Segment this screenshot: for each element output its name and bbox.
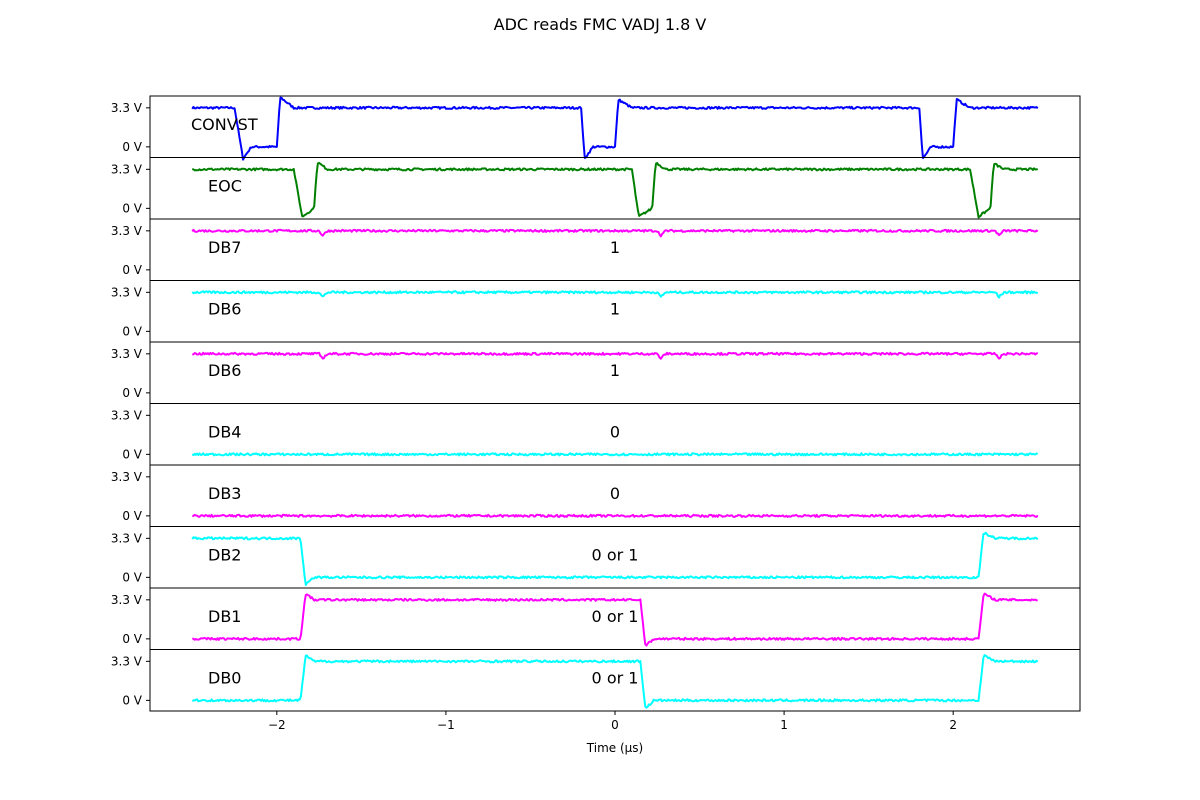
panel-db6-4: 0 V 3.3 V DB6 1 (111, 341, 1081, 404)
y-tick-label: 3.3 V (111, 285, 143, 299)
channel-label: DB3 (208, 484, 241, 503)
y-tick-label: 3.3 V (111, 101, 143, 115)
y-tick-label: 3.3 V (111, 224, 143, 238)
channel-state-note: 0 or 1 (592, 607, 639, 626)
y-tick-label: 0 V (122, 263, 142, 277)
trace-db3 (192, 513, 1039, 518)
panel-db7-2: 0 V 3.3 V DB7 1 (111, 218, 1081, 281)
channel-state-note: 0 (610, 422, 620, 441)
panel-eoc-1: 0 V 3.3 V EOC (111, 157, 1081, 220)
panel-db6-3: 0 V 3.3 V DB6 1 (111, 280, 1081, 343)
y-tick-label: 0 V (122, 140, 142, 154)
x-tick-label: 1 (780, 718, 788, 732)
panel-db0-9: 0 V 3.3 V DB0 0 or 1 (111, 649, 1081, 712)
trace-db6 (191, 351, 1039, 360)
channel-state-note: 1 (610, 238, 620, 257)
x-tick-label: 2 (949, 718, 957, 732)
y-tick-label: 3.3 V (111, 347, 143, 361)
panel-db3-6: 0 V 3.3 V DB3 0 (111, 464, 1081, 527)
y-tick-label: 3.3 V (111, 162, 143, 176)
trace-db4 (191, 452, 1039, 457)
trace-convst (191, 96, 1039, 161)
panel-frame (149, 157, 1081, 220)
channel-label: DB6 (208, 299, 241, 318)
channel-label: DB2 (208, 545, 241, 564)
y-tick-label: 0 V (122, 386, 142, 400)
y-tick-label: 3.3 V (111, 531, 143, 545)
trace-db0 (191, 654, 1039, 709)
channel-label: DB1 (208, 607, 241, 626)
channel-state-note: 1 (610, 299, 620, 318)
channel-label: DB4 (208, 422, 241, 441)
panel-convst-0: 0 V 3.3 V CONVST (111, 95, 1081, 161)
y-tick-label: 3.3 V (111, 408, 143, 422)
channel-label: EOC (208, 176, 242, 195)
trace-eoc (191, 161, 1039, 219)
channel-state-note: 0 or 1 (592, 545, 639, 564)
y-tick-label: 3.3 V (111, 470, 143, 484)
channel-state-note: 0 (610, 484, 620, 503)
trace-db6 (191, 290, 1039, 299)
y-tick-label: 0 V (122, 632, 142, 646)
trace-db7 (191, 228, 1039, 238)
y-tick-label: 0 V (122, 570, 142, 584)
channel-label: DB6 (208, 361, 241, 380)
channel-label: CONVST (191, 115, 258, 134)
channel-state-note: 1 (610, 361, 620, 380)
x-tick-label: 0 (611, 718, 619, 732)
x-tick-label: −2 (268, 718, 286, 732)
channel-label: DB0 (208, 668, 241, 687)
y-tick-label: 0 V (122, 201, 142, 215)
x-axis: −2 −1 0 1 2 (268, 711, 957, 732)
y-tick-label: 3.3 V (111, 654, 143, 668)
x-tick-label: −1 (437, 718, 455, 732)
chart-title: ADC reads FMC VADJ 1.8 V (494, 15, 707, 34)
channel-label: DB7 (208, 238, 241, 257)
y-tick-label: 0 V (122, 447, 142, 461)
panel-db1-8: 0 V 3.3 V DB1 0 or 1 (111, 587, 1081, 650)
channel-state-note: 0 or 1 (592, 668, 639, 687)
y-tick-label: 0 V (122, 693, 142, 707)
trace-db2 (191, 531, 1039, 586)
trace-db1 (192, 592, 1038, 647)
panel-db4-5: 0 V 3.3 V DB4 0 (111, 403, 1081, 466)
y-tick-label: 3.3 V (111, 593, 143, 607)
y-tick-label: 0 V (122, 509, 142, 523)
y-tick-label: 0 V (122, 324, 142, 338)
x-axis-label: Time (µs) (586, 741, 643, 755)
panel-db2-7: 0 V 3.3 V DB2 0 or 1 (111, 526, 1081, 589)
